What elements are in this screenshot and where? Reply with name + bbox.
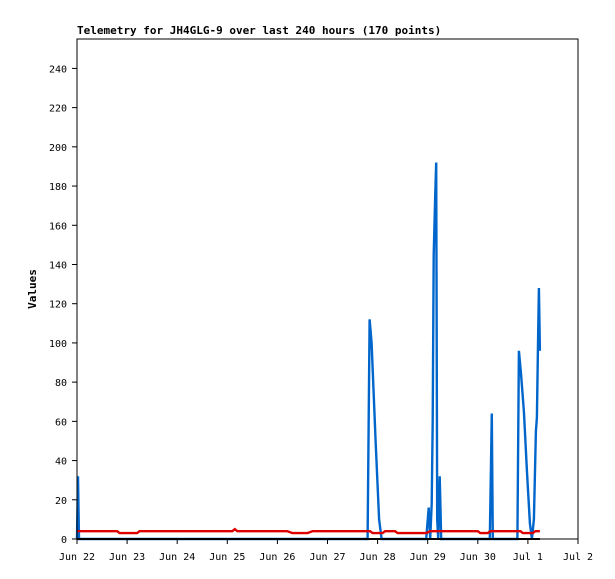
x-tick-label: Jun 22 <box>59 552 95 563</box>
y-axis-ticks: 0 20 40 60 80 100 120 140 160 180 200 220 240 <box>49 64 77 546</box>
y-tick-label: 100 <box>49 339 67 350</box>
x-tick-label: Jun 26 <box>259 552 295 563</box>
chart-title: Telemetry for JH4GLG-9 over last 240 hou… <box>77 24 441 37</box>
y-tick-label: 220 <box>49 104 67 115</box>
y-tick-label: 80 <box>55 378 67 389</box>
x-tick-label: Jun 24 <box>159 552 195 563</box>
y-tick-label: 160 <box>49 221 67 232</box>
y-tick-label: 0 <box>61 535 67 546</box>
x-tick-label: Jun 23 <box>109 552 145 563</box>
x-tick-label: Jul 1 <box>513 552 543 563</box>
y-tick-label: 20 <box>55 496 67 507</box>
x-tick-label: Jun 29 <box>410 552 446 563</box>
series-line-2 <box>77 527 540 535</box>
y-axis-label: Values <box>26 269 39 309</box>
y-tick-label: 200 <box>49 143 67 154</box>
y-tick-label: 120 <box>49 300 67 311</box>
x-tick-label: Jul 2 <box>563 552 593 563</box>
y-tick-label: 140 <box>49 260 67 271</box>
y-tick-label: 240 <box>49 64 67 75</box>
x-tick-label: Jun 25 <box>209 552 245 563</box>
x-axis-ticks: Jun 22 Jun 23 Jun 24 Jun 25 Jun 26 Jun 27 Jun … <box>59 539 593 563</box>
y-tick-label: 180 <box>49 182 67 193</box>
y-tick-label: 40 <box>55 457 67 468</box>
x-tick-label: Jun 30 <box>460 552 496 563</box>
x-tick-label: Jun 28 <box>360 552 396 563</box>
x-tick-label: Jun 27 <box>309 552 345 563</box>
y-tick-label: 60 <box>55 417 67 428</box>
